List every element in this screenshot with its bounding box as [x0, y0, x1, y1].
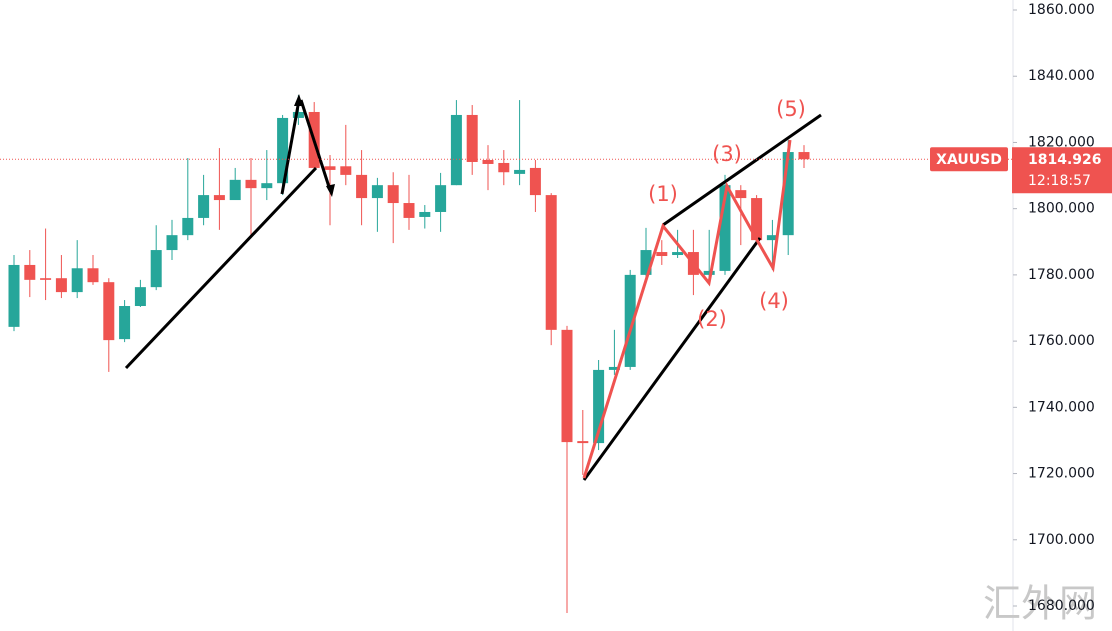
candle-body [292, 111, 304, 118]
candle-body [672, 252, 684, 256]
candle-body [213, 195, 225, 201]
candle-body [71, 268, 83, 293]
candle-body [261, 183, 273, 189]
watermark: 汇外网 [983, 582, 1097, 626]
trend-line [124, 166, 318, 370]
candle-body [640, 250, 652, 275]
candle-body [482, 159, 494, 164]
candle-body [119, 306, 131, 340]
candle-body [356, 174, 368, 199]
y-tick-label: 1820.000 [1028, 134, 1095, 150]
y-tick-label: 1700.000 [1028, 532, 1095, 548]
y-tick-label: 1740.000 [1028, 399, 1095, 415]
wave-label: (2) [697, 307, 727, 331]
candle-body [719, 185, 731, 271]
y-tick-label: 1780.000 [1028, 267, 1095, 283]
candle-body [498, 162, 510, 173]
wave-label: (3) [712, 142, 742, 166]
candle-body [198, 195, 210, 218]
candle-body [229, 179, 241, 201]
trend-line [582, 237, 762, 481]
candle-body [324, 166, 336, 170]
candle-body [24, 264, 36, 280]
candle-body [766, 235, 778, 241]
wave-label: (5) [776, 97, 806, 121]
candle-body [403, 203, 415, 218]
arrow-line [280, 99, 301, 195]
candle-body [371, 185, 383, 199]
price-box [1012, 147, 1112, 194]
candle-body [656, 252, 668, 257]
wave-line [582, 139, 792, 479]
candle-body [593, 369, 605, 444]
candle-body [514, 169, 526, 174]
candle-body [577, 441, 589, 444]
candle-body [751, 198, 763, 241]
candle-body [182, 217, 194, 236]
candle-body [8, 264, 20, 327]
candle-body [529, 167, 541, 196]
candle-body [545, 195, 557, 330]
candle-body [450, 114, 462, 186]
candle-body [103, 282, 115, 341]
candle-body [735, 190, 747, 199]
candle-body [87, 268, 99, 283]
candle-body [134, 287, 146, 307]
y-tick-label: 1760.000 [1028, 333, 1095, 349]
y-tick-label: 1800.000 [1028, 201, 1095, 217]
candle-body [798, 152, 810, 160]
trend-lines [124, 94, 822, 481]
candle-body [435, 185, 447, 212]
candle-body [466, 114, 478, 162]
candle-body [166, 235, 178, 251]
candles [8, 95, 810, 613]
y-tick-label: 1840.000 [1028, 68, 1095, 84]
arrow-line [299, 99, 332, 191]
candle-body [245, 179, 257, 189]
candle-body [782, 152, 794, 236]
wave-label: (4) [759, 289, 789, 313]
trend-line [662, 113, 822, 227]
candle-body [150, 250, 162, 288]
candle-body [703, 270, 715, 275]
candle-body [624, 274, 636, 367]
current-price-label: 1814.926 [1028, 152, 1102, 168]
candle-body [387, 185, 399, 204]
symbol-label: XAUUSD [936, 152, 1002, 168]
candle-body [419, 211, 431, 217]
candle-body [277, 117, 289, 184]
symbol-box [930, 147, 1008, 172]
y-tick-label: 1860.000 [1028, 2, 1095, 18]
candle-body [340, 166, 352, 175]
candle-body [608, 366, 620, 370]
arrow-head [326, 184, 335, 197]
y-tick-label: 1680.000 [1028, 598, 1095, 614]
y-tick-label: 1720.000 [1028, 466, 1095, 482]
candle-body [55, 278, 67, 293]
countdown: 12:18:57 [1028, 173, 1091, 189]
candle-body [40, 278, 52, 280]
candle-body [561, 329, 573, 443]
wave-label: (1) [648, 182, 678, 206]
